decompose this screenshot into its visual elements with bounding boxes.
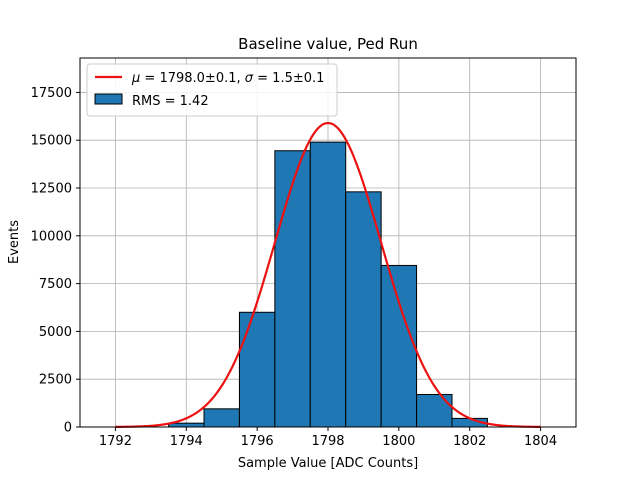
x-axis-label: Sample Value [ADC Counts] [238,456,418,471]
y-axis-label: Events [7,220,22,264]
histogram-bar [380,264,418,428]
legend: μ = 1798.0±0.1, σ = 1.5±0.1 RMS = 1.42 [86,63,338,117]
y-axis-ticks: 0 2500 5000 7500 10000 12500 15000 17500 [31,86,80,436]
x-axis-ticks: 1792 1794 1796 1798 1800 1802 1804 [99,427,557,449]
chart-title: Baseline value, Ped Run [238,35,418,53]
histogram-bar [168,422,205,428]
legend-box [86,63,338,117]
legend-sigma-symbol: σ [245,71,254,86]
y-tick-label: 10000 [31,229,72,244]
x-tick-label: 1798 [311,434,344,449]
x-tick-label: 1804 [524,434,557,449]
y-tick-label: 15000 [31,134,72,149]
legend-rms-label: RMS = 1.42 [132,94,209,109]
histogram-bar [203,408,240,428]
histogram-bars [168,141,488,428]
legend-rms-swatch [94,93,123,105]
y-tick-label: 12500 [31,182,72,197]
y-tick-label: 5000 [39,325,72,340]
legend-sigma-value: = 1.5±0.1 [253,71,324,86]
y-tick-label: 17500 [31,86,72,101]
histogram-bar [274,150,311,428]
gaussian-fit-curve [115,121,541,428]
x-tick-label: 1796 [241,434,274,449]
histogram-bar [345,191,382,428]
histogram-bar [309,141,347,428]
legend-mu-value: = 1798.0±0.1, [140,71,244,86]
x-tick-label: 1802 [453,434,486,449]
y-tick-label: 2500 [39,373,72,388]
y-tick-label: 0 [64,421,72,436]
histogram-bar [238,311,276,428]
y-tick-label: 7500 [39,277,72,292]
x-tick-label: 1792 [99,434,132,449]
histogram-bar [416,393,453,428]
x-tick-label: 1794 [170,434,203,449]
legend-fit-label: μ = 1798.0±0.1, σ = 1.5±0.1 [131,71,324,86]
x-tick-label: 1800 [382,434,415,449]
legend-mu-symbol: μ [131,71,140,86]
